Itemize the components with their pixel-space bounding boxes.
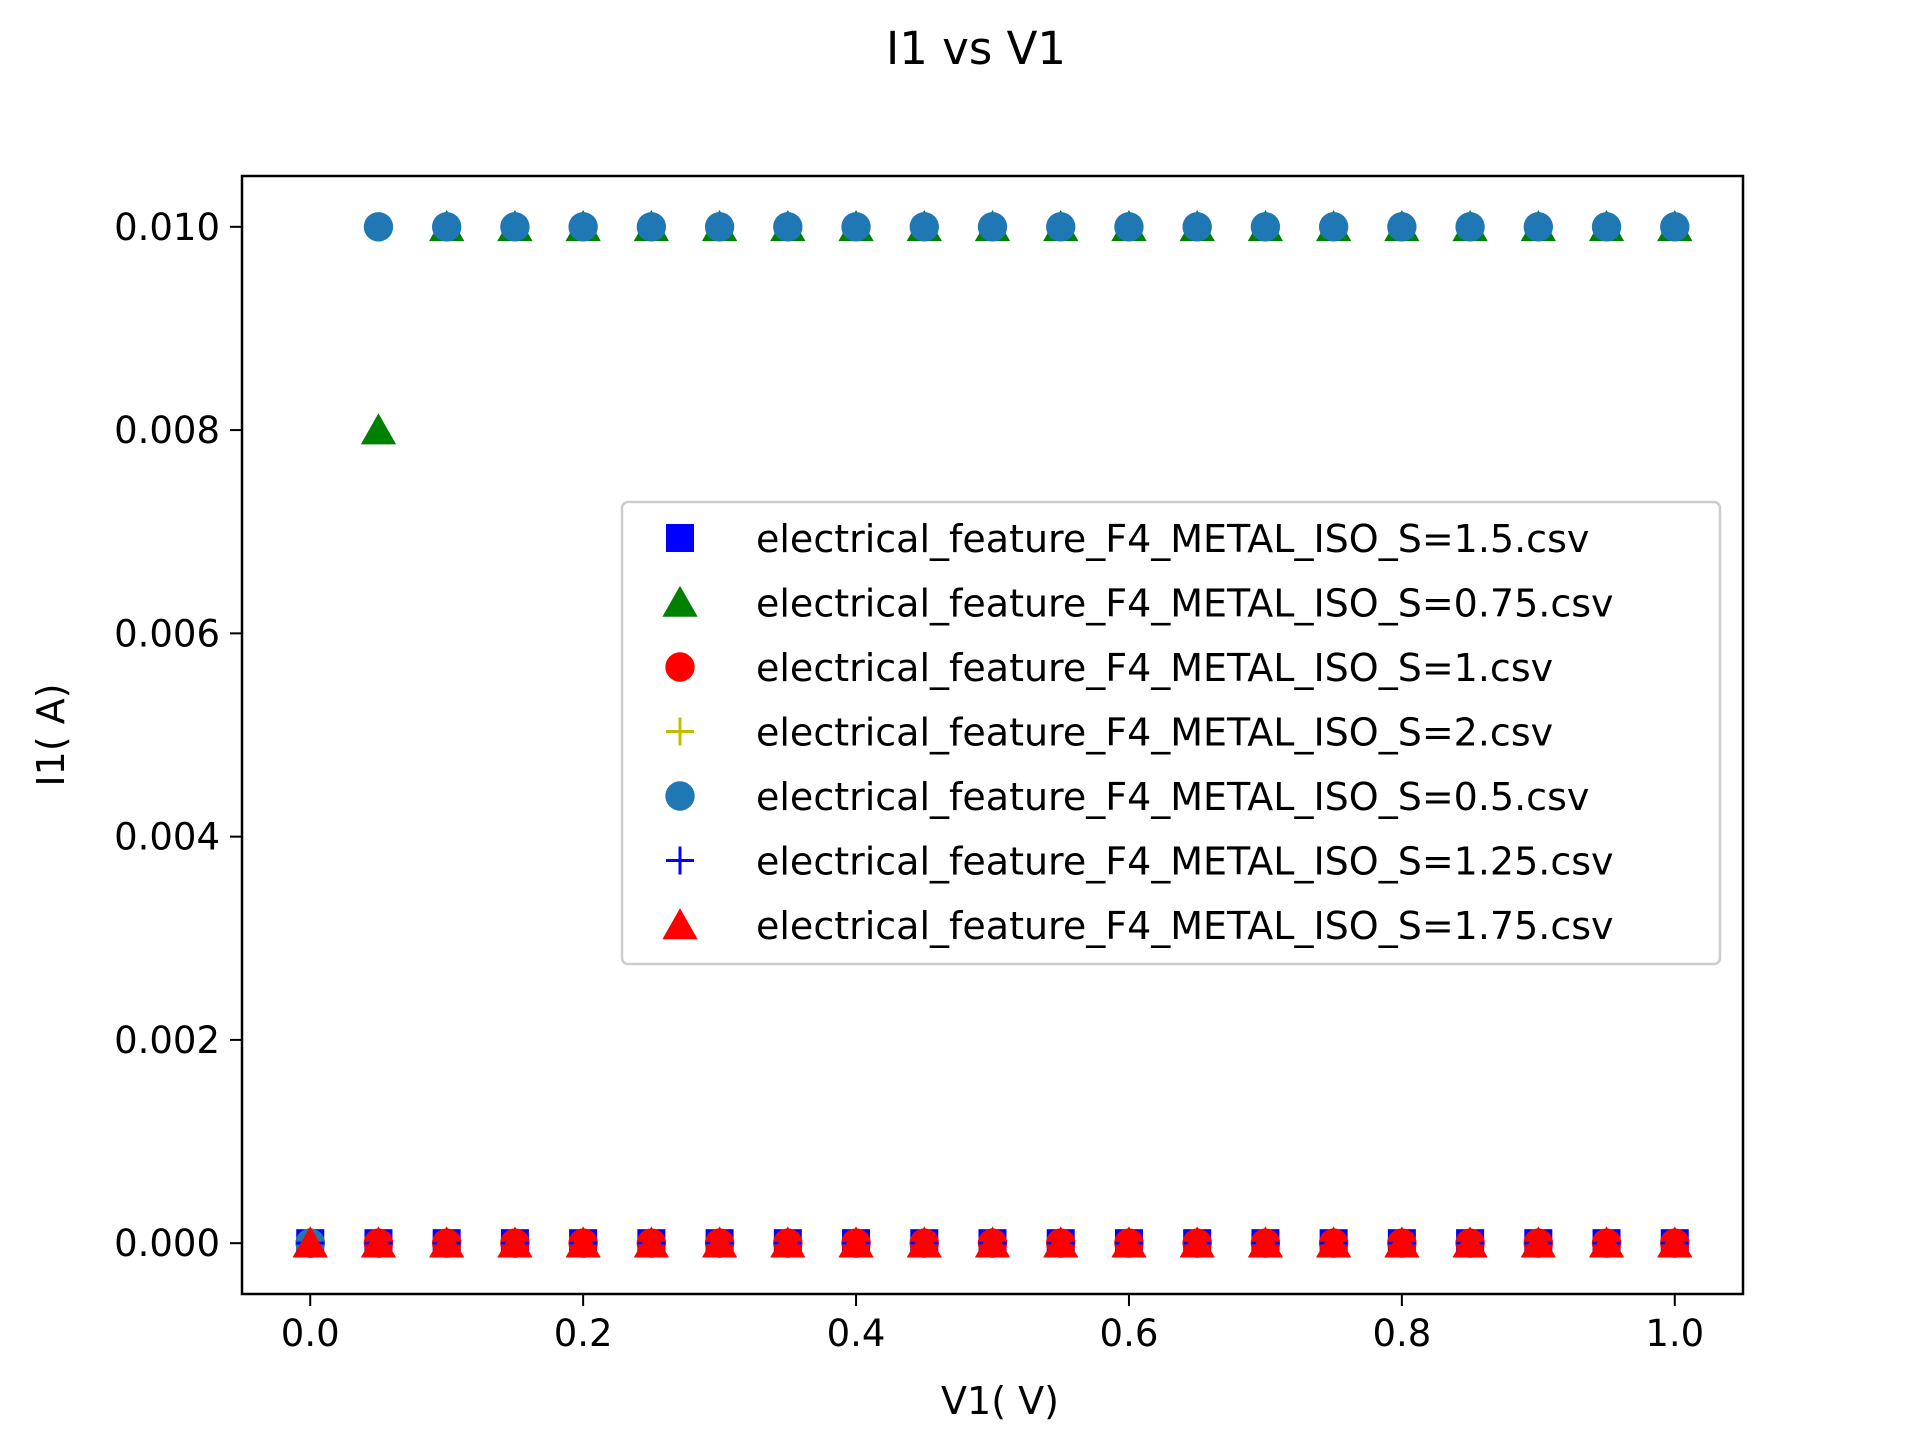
data-point [909,212,939,242]
data-point [1384,1226,1420,1258]
data-point [773,212,803,242]
legend-marker [662,908,698,940]
legend-label: electrical_feature_F4_METAL_ISO_S=0.75.c… [756,582,1614,626]
data-point [1043,1226,1079,1258]
data-point [1520,1226,1556,1258]
data-point [360,413,397,445]
data-point [1318,212,1349,242]
data-point [977,212,1008,242]
data-point [568,212,598,242]
legend-marker [662,585,698,617]
x-tick-label: 1.0 [1645,1312,1704,1355]
data-point [500,212,530,242]
data-point [1114,212,1144,242]
data-point [974,1226,1011,1258]
data-point [1657,1226,1693,1258]
x-axis: 0.0 0.2 0.4 0.6 0.8 1.0 [281,1294,1704,1355]
data-point [1660,212,1690,242]
legend-marker [666,717,694,746]
chart-title: I1 vs V1 [886,22,1066,75]
data-point [1046,212,1076,242]
data-point [701,1226,738,1258]
data-point [497,1226,533,1258]
legend-marker [665,652,695,682]
x-tick-label: 0.6 [1100,1312,1159,1355]
y-tick-label: 0.000 [114,1222,220,1265]
data-point [1452,1226,1488,1258]
y-tick-label: 0.008 [114,409,220,452]
legend-label: electrical_feature_F4_METAL_ISO_S=1.75.c… [756,904,1614,948]
data-point [363,212,394,242]
data-point [1179,1226,1215,1258]
data-point [1315,1226,1352,1258]
data-point [770,1226,806,1258]
legend-box [620,500,1722,966]
y-axis: 0.000 0.002 0.004 0.006 0.008 0.010 [114,206,242,1265]
data-point [431,212,462,242]
series-group [295,212,1690,1258]
data-point [841,212,871,242]
data-point [1588,1226,1625,1258]
y-tick-label: 0.006 [114,612,220,655]
y-axis-label: I1( A) [29,683,73,786]
data-point [906,1226,942,1258]
x-tick-label: 0.0 [281,1312,340,1355]
data-point [360,1226,397,1258]
y-tick-label: 0.002 [114,1019,220,1062]
data-point [1250,212,1281,242]
plot-frame [240,174,1745,1296]
legend-label: electrical_feature_F4_METAL_ISO_S=0.5.cs… [756,775,1589,819]
x-tick-label: 0.8 [1372,1312,1431,1355]
x-axis-label: V1( V) [941,1379,1059,1423]
x-tick-label: 0.4 [827,1312,886,1355]
legend-marker [666,524,694,552]
data-point [1523,212,1554,242]
legend-marker [665,781,695,811]
data-point [633,1226,670,1258]
data-point [565,1226,601,1258]
data-point [1182,212,1212,242]
series-group [292,1226,1693,1258]
data-point [292,1226,328,1258]
plot-marks [292,210,1693,1258]
data-point [1591,212,1622,242]
data-point [704,212,735,242]
legend-label: electrical_feature_F4_METAL_ISO_S=1.25.c… [756,840,1614,884]
data-point [429,1226,465,1258]
data-point [1247,1226,1284,1258]
data-point [1111,1226,1147,1258]
data-point [1455,212,1485,242]
data-point [636,212,667,242]
legend-label: electrical_feature_F4_METAL_ISO_S=1.csv [756,646,1553,690]
legend-marker [666,846,694,875]
data-point [838,1226,874,1258]
y-tick-label: 0.004 [114,816,220,859]
data-point [1387,212,1417,242]
y-tick-label: 0.010 [114,206,220,249]
legend-label: electrical_feature_F4_METAL_ISO_S=1.5.cs… [756,517,1589,561]
x-tick-label: 0.2 [554,1312,613,1355]
legend: electrical_feature_F4_METAL_ISO_S=1.5.cs… [620,500,1722,966]
legend-label: electrical_feature_F4_METAL_ISO_S=2.csv [756,711,1553,755]
